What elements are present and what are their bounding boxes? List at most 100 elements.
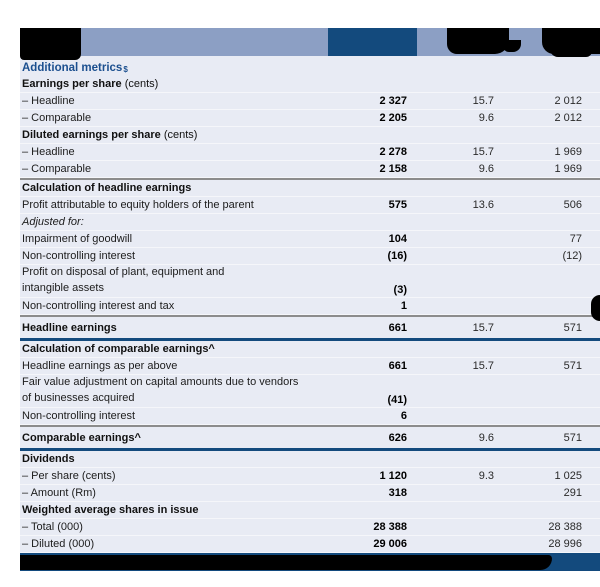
row-label: – Headline bbox=[22, 146, 75, 158]
current-year-value: 2 327 bbox=[379, 95, 407, 107]
prior-year-value: 1 969 bbox=[554, 163, 582, 175]
section-title: Additional metrics $ bbox=[20, 56, 600, 76]
row-label: Impairment of goodwill bbox=[22, 233, 133, 245]
table-row: Comparable earnings^ 626 9.6 571 bbox=[20, 427, 600, 448]
table-row: Headline earnings 661 15.7 571 bbox=[20, 317, 600, 338]
table-row: – Amount (Rm) 318 291 bbox=[20, 485, 600, 502]
table-row: – Comparable 2 205 9.6 2 012 bbox=[20, 110, 600, 127]
current-year-value: (41) bbox=[387, 394, 407, 406]
prior-year-value: 506 bbox=[563, 199, 582, 211]
table-row: Weighted average shares in issue bbox=[20, 502, 600, 519]
table-row: – Headline 2 327 15.7 2 012 bbox=[20, 93, 600, 110]
table-row: Impairment of goodwill 104 77 bbox=[20, 231, 600, 248]
percent-change-value: 9.3 bbox=[478, 470, 494, 482]
row-label: Adjusted for: bbox=[22, 216, 84, 228]
emphasis-rule bbox=[20, 448, 600, 451]
current-period-header-highlight bbox=[328, 28, 417, 56]
prior-year-value: (12) bbox=[562, 250, 582, 262]
prior-year-value: 291 bbox=[563, 487, 582, 499]
prior-year-value: 2 012 bbox=[554, 95, 582, 107]
table-row: – Per share (cents) 1 120 9.3 1 025 bbox=[20, 468, 600, 485]
redacted-header-units-label bbox=[20, 28, 81, 60]
redacted-header-change-label bbox=[447, 28, 521, 54]
table-body: Additional metrics $ Earnings per share (… bbox=[20, 56, 600, 553]
current-year-value: 2 278 bbox=[379, 146, 407, 158]
prior-year-value: 1 025 bbox=[554, 470, 582, 482]
row-label: Non-controlling interest and tax bbox=[22, 300, 175, 312]
table-row: Non-controlling interest (16) (12) bbox=[20, 248, 600, 265]
row-label: – Diluted (000) bbox=[22, 538, 95, 550]
row-label: Non-controlling interest bbox=[22, 250, 136, 262]
current-year-value: 318 bbox=[388, 487, 407, 499]
row-label: – Per share (cents) bbox=[22, 470, 116, 482]
row-label: Headline earnings as per above bbox=[22, 360, 178, 372]
additional-metrics-table: Additional metrics $ Earnings per share (… bbox=[20, 28, 600, 571]
row-label: Earnings per share (cents) bbox=[22, 78, 159, 90]
row-label: Calculation of comparable earnings^ bbox=[22, 343, 215, 355]
prior-year-value: 571 bbox=[563, 431, 582, 444]
current-year-value: 661 bbox=[388, 321, 407, 334]
current-year-value: 2 158 bbox=[379, 163, 407, 175]
prior-year-value: 571 bbox=[563, 360, 582, 372]
table-row: – Diluted (000) 29 006 28 996 bbox=[20, 536, 600, 553]
table-row: Earnings per share (cents) bbox=[20, 76, 600, 93]
current-year-value: 1 bbox=[400, 300, 407, 312]
row-label: Weighted average shares in issue bbox=[22, 504, 199, 516]
table-row: – Comparable 2 158 9.6 1 969 bbox=[20, 161, 600, 178]
table-row: Dividends bbox=[20, 451, 600, 468]
table-row: Calculation of comparable earnings^ bbox=[20, 341, 600, 358]
current-year-value: 6 bbox=[400, 410, 407, 422]
percent-change-value: 15.7 bbox=[472, 146, 494, 158]
table-row: Profit attributable to equity holders of… bbox=[20, 197, 600, 214]
table-row: Headline earnings as per above 661 15.7 571 bbox=[20, 358, 600, 375]
row-label: Dividends bbox=[22, 453, 75, 465]
footer-bar bbox=[20, 553, 600, 571]
table-row: Calculation of headline earnings bbox=[20, 180, 600, 197]
table-row: Fair value adjustment on capital amounts… bbox=[20, 375, 600, 408]
current-year-value: 2 205 bbox=[379, 112, 407, 124]
column-header-bar bbox=[20, 28, 600, 60]
table-row: Non-controlling interest and tax 1 bbox=[20, 298, 600, 315]
table-row: Adjusted for: bbox=[20, 214, 600, 231]
row-label: Non-controlling interest bbox=[22, 410, 136, 422]
table-row: – Headline 2 278 15.7 1 969 bbox=[20, 144, 600, 161]
row-label: Fair value adjustment on capital amounts… bbox=[22, 376, 299, 404]
row-label: Profit attributable to equity holders of… bbox=[22, 199, 254, 211]
row-label: – Headline bbox=[22, 95, 75, 107]
row-label: Profit on disposal of plant, equipment a… bbox=[22, 266, 225, 294]
prior-year-value: 571 bbox=[563, 321, 582, 334]
percent-change-value: 13.6 bbox=[472, 199, 494, 211]
table-row: Profit on disposal of plant, equipment a… bbox=[20, 265, 600, 298]
row-label: Comparable earnings^ bbox=[22, 431, 141, 444]
row-label: – Total (000) bbox=[22, 521, 83, 533]
current-year-value: 626 bbox=[388, 431, 407, 444]
row-label: – Amount (Rm) bbox=[22, 487, 96, 499]
section-title-text: Additional metrics bbox=[22, 62, 123, 74]
table-row: – Total (000) 28 388 28 388 bbox=[20, 519, 600, 536]
current-year-value: 1 120 bbox=[379, 470, 407, 482]
redacted-header-prior-label bbox=[542, 28, 600, 57]
current-year-value: 575 bbox=[388, 199, 407, 211]
current-year-value: 104 bbox=[388, 233, 407, 245]
section-divider-rule bbox=[20, 315, 600, 317]
row-label: – Comparable bbox=[22, 163, 92, 175]
current-year-value: (16) bbox=[387, 250, 407, 262]
table-row: Diluted earnings per share (cents) bbox=[20, 127, 600, 144]
prior-year-value: 28 996 bbox=[548, 538, 582, 550]
table-row: Non-controlling interest 6 bbox=[20, 408, 600, 425]
percent-change-value: 15.7 bbox=[472, 321, 494, 334]
row-label: – Comparable bbox=[22, 112, 92, 124]
section-divider-rule bbox=[20, 425, 600, 427]
percent-change-value: 15.7 bbox=[472, 360, 494, 372]
percent-change-value: 15.7 bbox=[472, 95, 494, 107]
prior-year-value: 77 bbox=[569, 233, 582, 245]
percent-change-value: 9.6 bbox=[478, 163, 494, 175]
current-year-value: 29 006 bbox=[373, 538, 407, 550]
redacted-margin-marker bbox=[591, 295, 600, 321]
percent-change-value: 9.6 bbox=[478, 112, 494, 124]
row-label: Calculation of headline earnings bbox=[22, 182, 192, 194]
current-year-value: 28 388 bbox=[373, 521, 407, 533]
footnote-marker: $ bbox=[123, 65, 128, 74]
prior-year-value: 2 012 bbox=[554, 112, 582, 124]
current-year-value: (3) bbox=[393, 284, 407, 296]
